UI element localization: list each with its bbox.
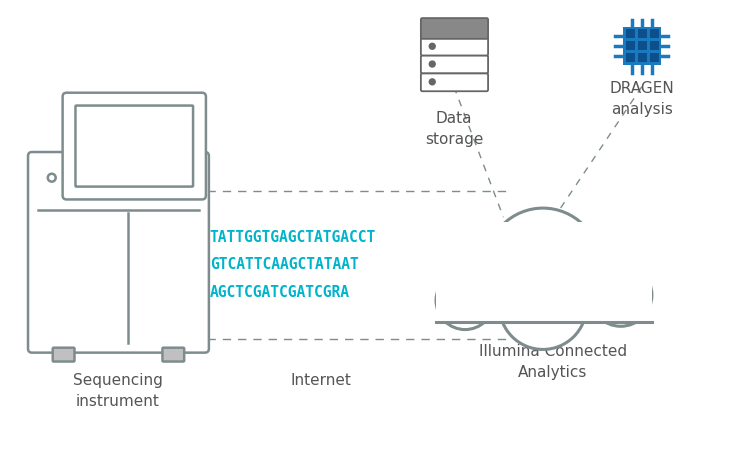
- FancyBboxPatch shape: [650, 41, 659, 50]
- Text: GTCATTCAAGCTATAAT: GTCATTCAAGCTATAAT: [210, 257, 358, 272]
- Circle shape: [429, 61, 435, 67]
- FancyBboxPatch shape: [421, 56, 488, 74]
- FancyBboxPatch shape: [650, 29, 659, 38]
- Text: TATTGGTGAGCTATGACCT: TATTGGTGAGCTATGACCT: [210, 229, 376, 245]
- Circle shape: [453, 238, 526, 310]
- FancyBboxPatch shape: [638, 53, 647, 62]
- FancyBboxPatch shape: [638, 29, 647, 38]
- FancyBboxPatch shape: [421, 38, 488, 56]
- Text: Data
storage: Data storage: [425, 111, 483, 146]
- FancyBboxPatch shape: [436, 222, 652, 322]
- Circle shape: [486, 208, 600, 322]
- Text: Internet: Internet: [290, 373, 351, 389]
- Text: Sequencing
instrument: Sequencing instrument: [73, 373, 163, 409]
- Circle shape: [429, 79, 435, 85]
- FancyBboxPatch shape: [650, 53, 659, 62]
- Circle shape: [429, 43, 435, 49]
- FancyBboxPatch shape: [626, 41, 635, 50]
- FancyBboxPatch shape: [626, 53, 635, 62]
- FancyBboxPatch shape: [76, 105, 193, 187]
- FancyBboxPatch shape: [421, 18, 488, 39]
- Circle shape: [557, 229, 637, 308]
- Circle shape: [436, 271, 494, 330]
- FancyBboxPatch shape: [421, 74, 488, 91]
- FancyBboxPatch shape: [626, 29, 635, 38]
- Text: AGCTCGATCGATCGRA: AGCTCGATCGATCGRA: [210, 285, 350, 300]
- Text: Illumina Connected
Analytics: Illumina Connected Analytics: [478, 344, 627, 380]
- FancyBboxPatch shape: [163, 348, 184, 361]
- FancyBboxPatch shape: [53, 348, 74, 361]
- FancyBboxPatch shape: [623, 28, 660, 65]
- FancyBboxPatch shape: [63, 93, 206, 200]
- FancyBboxPatch shape: [28, 152, 209, 352]
- Text: DRAGEN
analysis: DRAGEN analysis: [609, 81, 674, 117]
- Circle shape: [590, 264, 652, 326]
- Circle shape: [499, 262, 587, 350]
- FancyBboxPatch shape: [638, 41, 647, 50]
